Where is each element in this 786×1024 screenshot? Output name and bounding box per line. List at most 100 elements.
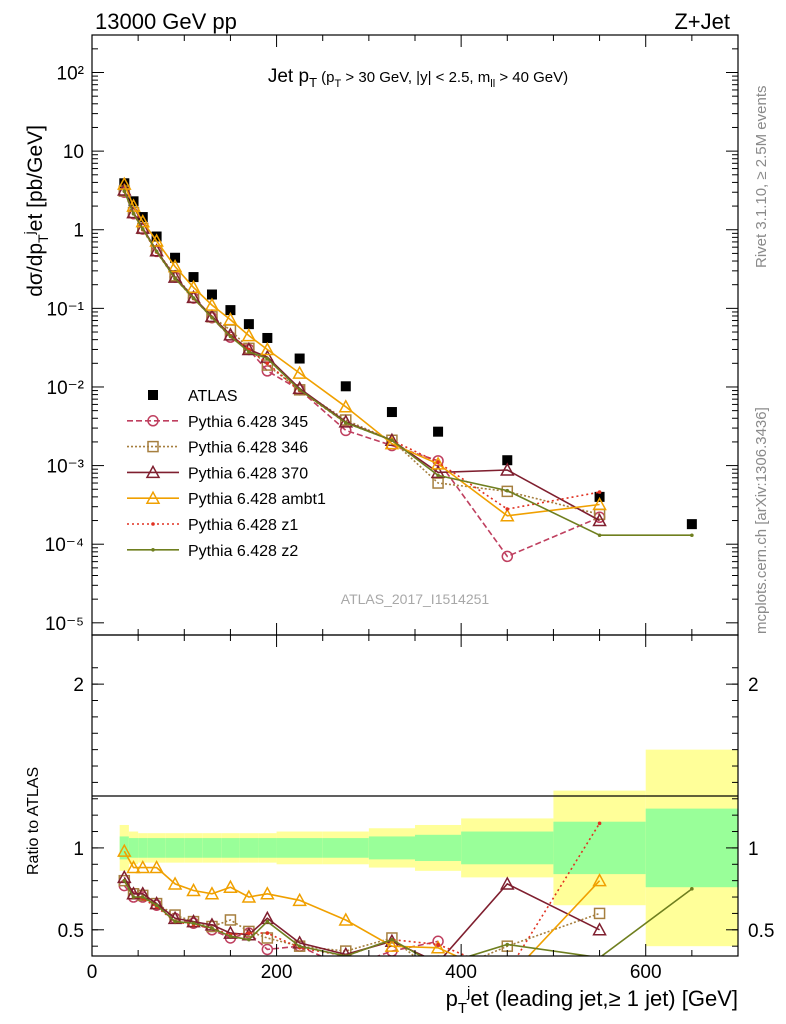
ratio-series-line [123, 850, 601, 956]
ratio-data-point [261, 943, 274, 956]
main-data-point [206, 289, 217, 300]
header-right: Z+Jet [674, 9, 730, 34]
ratio-data-point [384, 938, 400, 952]
main-data-point [505, 488, 510, 493]
main-data-point [594, 491, 605, 502]
ratio-ytick-label-right: 0.5 [748, 921, 774, 942]
main-ytick-label: 10² [57, 64, 84, 85]
legend-entry: Pythia 6.428 370 [127, 464, 308, 482]
main-series-6 [122, 189, 694, 538]
ratio-data-point [430, 940, 446, 954]
ratio-data-point [260, 886, 275, 900]
ratio-data-point [204, 886, 220, 900]
legend-label: Pythia 6.428 z2 [188, 543, 298, 560]
main-data-point [294, 353, 305, 364]
legend-label: Pythia 6.428 345 [188, 414, 308, 431]
legend-marker [145, 490, 161, 504]
ratio-band-green [276, 838, 323, 858]
ratio-data-point [140, 895, 145, 899]
ratio-data-point [592, 922, 607, 936]
ratio-series-line [123, 885, 439, 956]
legend-entry: Pythia 6.428 346 [127, 440, 308, 457]
ratio-ytick-label-right: 1 [748, 839, 759, 860]
ratio-data-point [228, 934, 233, 939]
main-data-point [265, 356, 270, 361]
ratio-band-green [165, 838, 185, 858]
legend-entry: Pythia 6.428 345 [127, 414, 308, 431]
ratio-xtick-label: 400 [445, 962, 477, 983]
ratio-data-point [149, 859, 164, 874]
main-data-point [501, 485, 514, 498]
legend-marker [151, 522, 155, 526]
ratio-xtick-label: 600 [630, 962, 662, 983]
main-data-point [140, 227, 145, 231]
main-data-point [505, 507, 510, 511]
main-ticks-layer: 10⁻⁵ 10⁻⁴ 10⁻³ 10⁻² 10⁻¹ 1 10 10² [45, 34, 739, 635]
ratio-data-point [247, 937, 251, 942]
main-series-line [123, 190, 600, 516]
ratio-series-line [123, 822, 601, 956]
legend-entry: Pythia 6.428 z2 [127, 543, 298, 560]
ratio-band-green [202, 838, 222, 858]
legend-label: Pythia 6.428 346 [188, 440, 308, 457]
ratio-series-5 [122, 878, 694, 956]
ratio-data-point [131, 895, 136, 899]
main-data-point [430, 464, 446, 479]
side-label-mcplots: mcplots.cern.ch [arXiv:1306.3436] [753, 407, 770, 634]
main-data-point [117, 176, 132, 190]
ratio-data-point [154, 903, 159, 908]
ratio-data-point [386, 932, 398, 944]
main-data-point [173, 276, 177, 281]
ratio-data-point [338, 912, 354, 926]
main-series-line [123, 183, 600, 517]
main-data-point [436, 460, 440, 465]
legend-marker [147, 415, 159, 427]
ratio-band-green [368, 836, 415, 860]
main-data-point [186, 279, 201, 294]
legend-marker [148, 390, 158, 400]
main-data-point [260, 341, 275, 356]
main-data-point [154, 249, 159, 254]
main-data-point [500, 462, 515, 476]
main-data-point [265, 361, 270, 366]
main-data-point [686, 519, 697, 530]
main-data-point [167, 269, 183, 283]
legend-label: Pythia 6.428 ambt1 [188, 491, 326, 508]
main-data-point [135, 214, 151, 228]
ratio-data-point [186, 882, 201, 897]
main-data-point [122, 189, 127, 193]
legend-marker [147, 440, 159, 453]
ratio-data-point [436, 942, 440, 947]
main-data-point [262, 332, 273, 343]
ratio-ytick-label: 2 [73, 675, 84, 696]
ratio-data-point [241, 889, 257, 903]
main-data-point [204, 297, 220, 311]
main-ylabel: dσ/dpTjet [pb/GeV] [21, 125, 51, 297]
main-data-point [186, 289, 201, 304]
side-label-rivet: Rivet 3.1.10, ≥ 2.5M events [753, 86, 770, 269]
ratio-data-point [690, 887, 694, 891]
main-data-point [135, 220, 151, 234]
ratio-data-point [292, 892, 307, 907]
ratio-band-green [322, 838, 369, 858]
ratio-data-point [340, 946, 351, 956]
main-data-point [247, 350, 251, 354]
ratio-data-point [265, 931, 270, 935]
ratio-ylabel: Ratio to ATLAS [25, 767, 42, 875]
ratio-ytick-label: 0.5 [58, 921, 84, 942]
main-ytick-label: 10⁻⁴ [45, 535, 84, 556]
main-ytick-label: 10⁻¹ [47, 299, 85, 320]
ratio-data-point [223, 879, 238, 893]
watermark: ATLAS_2017_I1514251 [341, 591, 490, 607]
main-data-point [170, 252, 181, 263]
main-data-point [297, 388, 302, 392]
ratio-xtick-label: 200 [261, 962, 293, 983]
main-data-point [597, 490, 602, 494]
main-data-point [386, 407, 397, 418]
main-ytick-label: 10⁻⁵ [45, 614, 84, 635]
legend-entry: Pythia 6.428 z1 [127, 517, 298, 534]
ratio-bands-layer [119, 749, 738, 947]
main-series-layer [117, 176, 697, 563]
ratio-band-green [184, 838, 203, 858]
